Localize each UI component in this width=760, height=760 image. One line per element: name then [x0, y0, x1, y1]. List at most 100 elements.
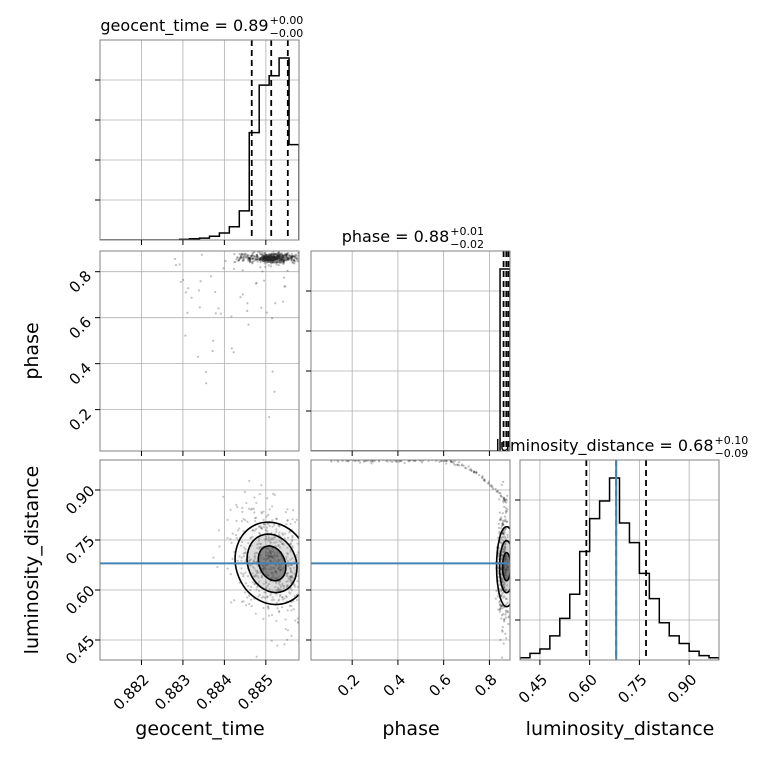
sample-point: [275, 541, 278, 544]
sample-point: [284, 252, 287, 255]
sample-point: [253, 251, 256, 254]
sample-point: [282, 587, 286, 590]
sample-point: [301, 262, 303, 264]
sample-point: [319, 614, 321, 616]
sample-point: [218, 545, 221, 548]
sample-point: [296, 617, 299, 620]
sample-point: [502, 551, 505, 554]
sample-point: [271, 525, 274, 528]
sample-point: [291, 518, 294, 521]
sample-point: [505, 510, 508, 513]
sample-point: [294, 569, 297, 572]
sample-point: [217, 307, 220, 310]
sample-point: [212, 556, 215, 559]
sample-point: [275, 518, 278, 521]
sample-point: [460, 464, 463, 467]
sample-point: [289, 563, 292, 567]
sample-point: [267, 513, 270, 516]
sample-point: [240, 253, 243, 256]
sample-point: [229, 537, 232, 541]
sample-point: [293, 256, 296, 260]
sample-point: [237, 259, 241, 262]
sample-point: [400, 460, 403, 463]
sample-point: [182, 278, 185, 282]
sample-point: [502, 584, 505, 587]
sample-point: [230, 541, 233, 544]
sample-point: [436, 456, 438, 458]
sample-point: [276, 644, 279, 647]
sample-point: [251, 252, 254, 255]
sample-point: [500, 541, 503, 544]
sample-point: [303, 565, 305, 567]
sample-point: [247, 258, 250, 261]
sample-point: [500, 483, 503, 486]
sample-point: [199, 280, 202, 283]
sample-point: [495, 589, 498, 593]
sample-point: [500, 629, 504, 632]
sample-point: [288, 604, 291, 607]
sample-point: [305, 598, 307, 600]
x-tick-label-geocent_time: 0.885: [234, 671, 277, 714]
sample-point: [250, 257, 253, 260]
sample-point: [473, 470, 476, 474]
sample-point: [209, 275, 213, 278]
sample-point: [336, 460, 340, 463]
sample-point: [226, 518, 229, 521]
sample-point: [504, 507, 508, 510]
sample-point: [501, 553, 504, 556]
y-tick-label-phase: 0.4: [65, 359, 95, 389]
sample-point: [270, 598, 274, 602]
x-tick-label-luminosity_distance: 0.60: [565, 671, 601, 707]
sample-point: [261, 251, 264, 254]
sample-point: [264, 580, 267, 583]
sample-point: [372, 457, 374, 459]
sample-point: [502, 501, 505, 504]
sample-point: [211, 349, 214, 353]
sample-point: [506, 520, 509, 523]
sample-point: [253, 516, 257, 520]
sample-point: [293, 255, 296, 258]
sample-point: [461, 463, 464, 466]
sample-point: [498, 547, 501, 550]
sample-point: [500, 527, 503, 530]
sample-point: [443, 460, 446, 463]
x-tick-label-phase: 0.4: [380, 671, 410, 701]
sample-point: [362, 460, 366, 463]
sample-point: [292, 261, 295, 264]
sample-point: [241, 510, 244, 513]
sample-point: [240, 559, 243, 562]
sample-point: [257, 531, 261, 535]
sample-point: [271, 317, 274, 320]
sample-point: [256, 546, 259, 550]
sample-point: [371, 460, 374, 463]
sample-point: [258, 532, 262, 536]
sample-point: [284, 618, 287, 621]
contour-level-0: [234, 521, 299, 606]
sample-point: [257, 258, 260, 261]
sample-point: [252, 260, 255, 263]
sample-point: [251, 566, 255, 569]
sample-point: [276, 607, 279, 610]
sample-point: [264, 591, 267, 594]
sample-point: [290, 257, 293, 260]
sample-point: [260, 484, 263, 487]
sample-point: [289, 567, 292, 570]
sample-point: [433, 457, 435, 459]
sample-point: [235, 503, 238, 506]
sample-point: [507, 622, 510, 626]
sample-point: [249, 255, 253, 258]
sample-point: [504, 546, 507, 549]
sample-point: [270, 537, 273, 540]
sample-point: [243, 252, 246, 255]
sample-point: [289, 550, 292, 553]
sample-point: [288, 254, 291, 257]
contour-level-1: [498, 539, 510, 594]
title-plus: +0.01: [450, 225, 484, 238]
sample-point: [243, 254, 246, 257]
sample-point: [503, 620, 506, 623]
sample-point: [239, 254, 242, 257]
sample-point: [281, 542, 284, 546]
sample-point: [259, 525, 262, 528]
sample-point: [179, 280, 183, 283]
sample-point: [397, 460, 401, 463]
